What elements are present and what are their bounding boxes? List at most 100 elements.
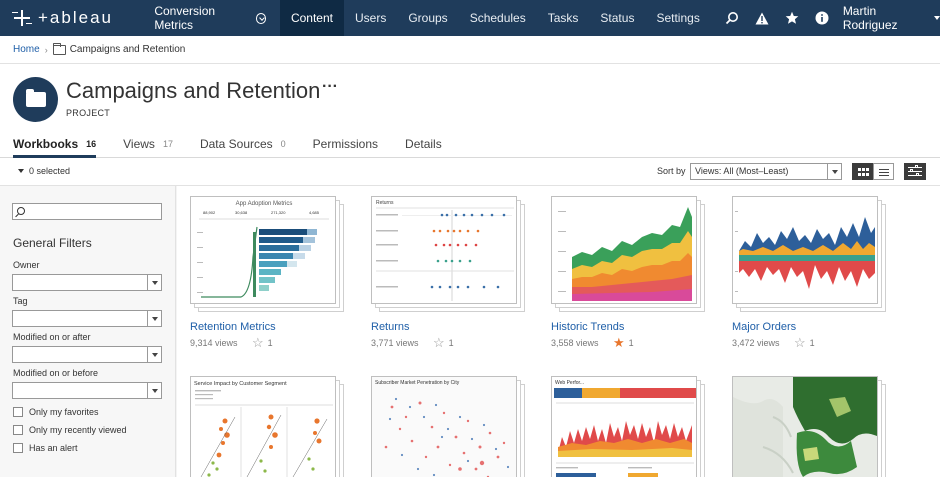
tableau-logo[interactable]: +ableau	[0, 0, 132, 36]
has-alert-checkbox[interactable]: Has an alert	[13, 443, 78, 453]
tab-label: Views	[123, 137, 155, 151]
project-header: Campaigns and Retention ··· PROJECT Work…	[0, 64, 940, 158]
recently-viewed-checkbox[interactable]: Only my recently viewed	[13, 425, 127, 435]
view-count: 3,558 views	[551, 338, 599, 348]
checkbox-label: Only my recently viewed	[29, 425, 127, 435]
star-icon[interactable]: ☆	[252, 335, 264, 350]
info-icon[interactable]	[807, 0, 837, 36]
owner-label: Owner	[13, 260, 40, 270]
workbook-meta: 3,472 views ☆ 1	[732, 335, 815, 350]
content-toolbar: 0 selected Sort by Views: All (Most–Leas…	[0, 158, 940, 186]
grid-view-button[interactable]	[852, 163, 873, 180]
svg-text:30,638: 30,638	[235, 210, 248, 215]
tab-permissions[interactable]: Permissions	[313, 137, 378, 158]
page-title: Campaigns and Retention	[66, 78, 321, 103]
brand-name: +ableau	[38, 8, 113, 27]
alert-icon[interactable]	[747, 0, 777, 36]
thumbnail-title: Service Impact by Customer Segment	[194, 381, 287, 387]
workbook-thumbnail[interactable]	[551, 196, 705, 312]
workbook-thumbnail[interactable]: App Adoption Metrics 88,902 30,638 271,320…	[190, 196, 344, 312]
star-icon[interactable]: ☆	[794, 335, 806, 350]
workbook-name[interactable]: Historic Trends	[551, 321, 625, 333]
nav-status[interactable]: Status	[600, 11, 635, 25]
nav-tasks[interactable]: Tasks	[547, 11, 579, 25]
favorite-count: 1	[628, 338, 634, 348]
tab-count: 17	[162, 139, 173, 149]
site-switcher[interactable]: Conversion Metrics	[140, 0, 280, 36]
filter-panel-button[interactable]	[904, 163, 926, 180]
dropdown-arrow-icon	[827, 164, 841, 179]
favorites-star-icon[interactable]	[777, 0, 807, 36]
nav-content[interactable]: Content	[279, 0, 344, 36]
dropdown-arrow-icon	[147, 383, 161, 398]
star-icon[interactable]: ☆	[433, 335, 445, 350]
dropdown-arrow-icon	[147, 347, 161, 362]
owner-select[interactable]	[12, 274, 162, 291]
tableau-logo-icon	[12, 8, 32, 28]
checkbox[interactable]	[13, 407, 23, 417]
checkbox-label: Has an alert	[29, 443, 78, 453]
breadcrumb-home[interactable]: Home	[13, 44, 40, 55]
user-name: Martin Rodriguez	[842, 4, 898, 32]
search-icon[interactable]	[717, 0, 747, 36]
workbook-thumbnail[interactable]: Returns	[371, 196, 525, 312]
modified-after-label: Modified on or after	[13, 332, 91, 342]
workbook-name[interactable]: Retention Metrics	[190, 321, 276, 333]
favorite-count: 1	[809, 338, 815, 348]
thumbnail-title: Subscriber Market Penetration by City	[375, 380, 460, 386]
dropdown-arrow-icon	[147, 311, 161, 326]
workbook-name[interactable]: Returns	[371, 321, 410, 333]
dropdown-arrow-icon	[147, 275, 161, 290]
modified-before-label: Modified on or before	[13, 368, 99, 378]
breadcrumb-current: Campaigns and Retention	[69, 44, 186, 55]
workbook-thumbnail[interactable]	[732, 196, 886, 312]
caret-down-icon	[18, 169, 24, 173]
view-count: 3,771 views	[371, 338, 419, 348]
workbook-thumbnail[interactable]: Subscriber Market Penetration by City	[371, 376, 525, 477]
checkbox[interactable]	[13, 425, 23, 435]
tab-workbooks[interactable]: Workbooks 16	[13, 137, 97, 158]
tag-select[interactable]	[12, 310, 162, 327]
selection-menu[interactable]: 0 selected	[18, 166, 70, 176]
more-actions-button[interactable]: ···	[322, 78, 338, 95]
thumbnail-title: App Adoption Metrics	[236, 201, 293, 207]
chevron-down-icon	[255, 12, 266, 24]
checkbox-label: Only my favorites	[29, 407, 99, 417]
tab-label: Data Sources	[199, 137, 273, 151]
tab-data-sources[interactable]: Data Sources 0	[200, 137, 286, 158]
checkbox[interactable]	[13, 443, 23, 453]
sort-label: Sort by	[657, 166, 686, 176]
workbook-name[interactable]: Major Orders	[732, 321, 797, 333]
workbook-thumbnail[interactable]	[732, 376, 886, 477]
workbook-meta: 9,314 views ☆ 1	[190, 335, 273, 350]
tab-details[interactable]: Details	[405, 137, 442, 158]
nav-settings[interactable]: Settings	[656, 11, 700, 25]
modified-after-select[interactable]	[12, 346, 162, 363]
sort-select[interactable]: Views: All (Most–Least)	[690, 163, 842, 180]
view-count: 9,314 views	[190, 338, 238, 348]
nav-users[interactable]: Users	[354, 11, 387, 25]
user-menu[interactable]: Martin Rodriguez	[837, 4, 940, 32]
thumbnail-title: Returns	[376, 200, 394, 206]
star-filled-icon[interactable]: ★	[613, 335, 625, 350]
caret-down-icon	[934, 16, 940, 20]
filter-sidebar: General Filters Owner Tag Modified on or…	[0, 186, 176, 477]
workbook-grid: App Adoption Metrics 88,902 30,638 271,320…	[177, 186, 940, 477]
search-input[interactable]	[12, 203, 162, 220]
view-count: 3,472 views	[732, 338, 780, 348]
workbook-thumbnail[interactable]: Service Impact by Customer Segment	[190, 376, 344, 477]
content-tabs: Workbooks 16 Views 17 Data Sources 0 Permis…	[13, 137, 469, 158]
nav-groups[interactable]: Groups	[408, 11, 448, 25]
workbook-thumbnail[interactable]: Web Perfor...	[551, 376, 705, 477]
modified-before-select[interactable]	[12, 382, 162, 399]
list-view-button[interactable]	[873, 163, 894, 180]
search-icon	[17, 207, 25, 215]
svg-text:271,320: 271,320	[271, 210, 286, 215]
tag-label: Tag	[13, 296, 28, 306]
svg-text:88,902: 88,902	[203, 210, 216, 215]
thumbnail-title: Web Perfor...	[555, 380, 584, 386]
favorites-checkbox[interactable]: Only my favorites	[13, 407, 99, 417]
nav-schedules[interactable]: Schedules	[469, 11, 526, 25]
tab-views[interactable]: Views 17	[123, 137, 173, 158]
project-folder-icon	[13, 77, 58, 122]
